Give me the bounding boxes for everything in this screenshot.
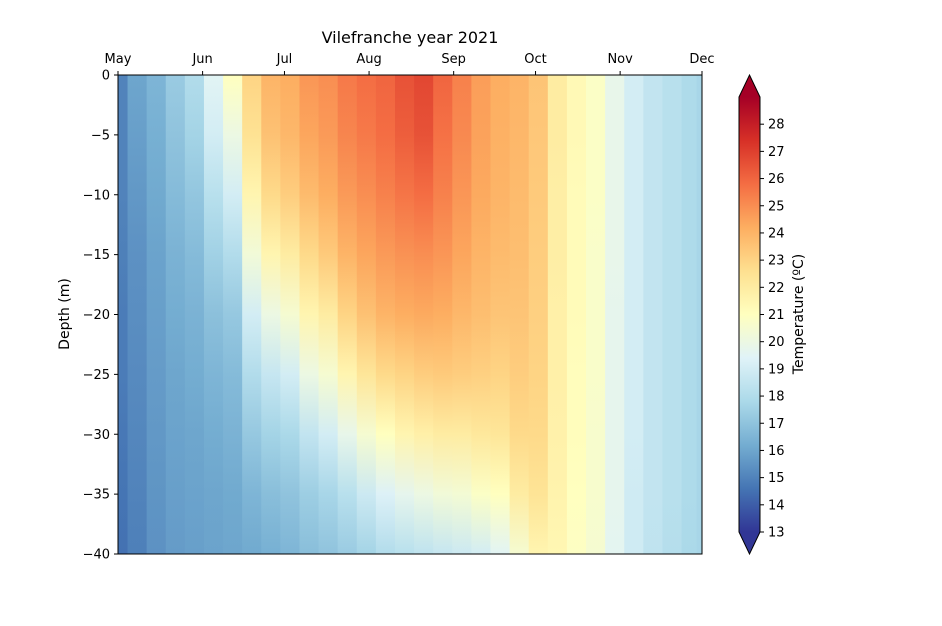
heatmap-column-2021-11-20 bbox=[662, 75, 683, 554]
heatmap-column-2021-06-12 bbox=[223, 75, 243, 554]
heatmap-column-2021-10-16 bbox=[566, 75, 587, 554]
y-tick-label: −5 bbox=[91, 128, 110, 143]
colorbar-tick-label: 19 bbox=[768, 362, 785, 377]
x-axis: May Jun Jul Aug Sep Oct Nov Dec bbox=[105, 52, 715, 75]
colorbar: 13 14 15 16 17 18 19 20 21 22 23 24 25 26 27 28 bbox=[738, 73, 785, 556]
y-axis-label: Depth (m) bbox=[57, 278, 73, 350]
heatmap-column-2021-09-04 bbox=[452, 75, 473, 554]
colorbar-tick-label: 25 bbox=[768, 199, 785, 214]
x-tick-label: Dec bbox=[689, 52, 714, 67]
heatmap-column-2021-06-19 bbox=[242, 75, 262, 554]
heatmap-column-2021-05-15 bbox=[146, 75, 167, 554]
heatmap-column-2021-05-29 bbox=[184, 75, 205, 554]
heatmap-column-2021-09-25 bbox=[509, 75, 530, 554]
heatmap-column-2021-08-28 bbox=[433, 75, 453, 554]
colorbar-tick-label: 16 bbox=[768, 444, 785, 459]
y-tick-label: −25 bbox=[83, 368, 110, 383]
colorbar-tick-label: 24 bbox=[768, 226, 785, 241]
heatmap-column-2021-11-13 bbox=[643, 75, 664, 554]
y-tick-label: −40 bbox=[83, 548, 110, 563]
heatmap-column-2021-07-24 bbox=[337, 75, 358, 554]
colorbar-tick-label: 23 bbox=[768, 254, 785, 269]
y-axis: 0 −5 −10 −15 −20 −25 −30 −35 −40 bbox=[83, 69, 118, 563]
colorbar-tick-label: 28 bbox=[768, 118, 785, 133]
heatmap-column-2021-06-26 bbox=[261, 75, 281, 554]
chart-title: Vilefranche year 2021 bbox=[322, 28, 499, 47]
heatmap-column-2021-05-01 bbox=[118, 75, 129, 554]
x-tick-label: Jun bbox=[191, 52, 212, 67]
heatmap-column-2021-07-31 bbox=[356, 75, 377, 554]
heatmap-column-2021-05-22 bbox=[165, 75, 186, 554]
colorbar-outline bbox=[738, 73, 761, 556]
x-tick-label: Jul bbox=[276, 52, 293, 67]
heatmap-column-2021-07-03 bbox=[280, 75, 301, 554]
colorbar-tick-label: 13 bbox=[768, 526, 785, 541]
y-tick-label: 0 bbox=[102, 69, 110, 84]
colorbar-tick-label: 21 bbox=[768, 308, 785, 323]
heatmap-column-2021-10-02 bbox=[528, 75, 549, 554]
colorbar-label: Temperature (ºC) bbox=[791, 254, 807, 375]
y-tick-label: −20 bbox=[83, 308, 110, 323]
heatmap-column-2021-10-30 bbox=[605, 75, 625, 554]
heatmap-column-2021-12-01 bbox=[696, 75, 702, 554]
colorbar-tick-label: 26 bbox=[768, 172, 785, 187]
colorbar-tick-label: 20 bbox=[768, 335, 785, 350]
heatmap-column-2021-07-10 bbox=[299, 75, 320, 554]
heatmap-column-2021-10-23 bbox=[586, 75, 606, 554]
colorbar-extend-max bbox=[739, 75, 760, 97]
heatmap-column-2021-06-05 bbox=[203, 75, 224, 554]
colorbar-tick-label: 14 bbox=[768, 498, 785, 513]
y-tick-label: −30 bbox=[83, 428, 110, 443]
heatmap-layer bbox=[118, 75, 702, 554]
x-tick-label: Oct bbox=[524, 52, 546, 67]
heatmap-column-2021-07-17 bbox=[318, 75, 339, 554]
x-tick-label: May bbox=[105, 52, 132, 67]
heatmap-column-2021-11-06 bbox=[624, 75, 644, 554]
heatmap-column-2021-11-27 bbox=[681, 75, 698, 554]
y-tick-label: −35 bbox=[83, 488, 110, 503]
x-tick-label: Aug bbox=[356, 52, 381, 67]
colorbar-tick-label: 27 bbox=[768, 145, 785, 160]
colorbar-tick-label: 18 bbox=[768, 390, 785, 405]
x-tick-label: Nov bbox=[607, 52, 633, 67]
heatmap-column-2021-09-18 bbox=[490, 75, 511, 554]
colorbar-gradient bbox=[739, 97, 760, 532]
heatmap-column-2021-08-14 bbox=[394, 75, 415, 554]
colorbar-extend-min bbox=[739, 532, 760, 554]
heatmap-column-2021-05-08 bbox=[127, 75, 148, 554]
heatmap-column-2021-08-07 bbox=[375, 75, 396, 554]
colorbar-tick-label: 17 bbox=[768, 417, 785, 432]
colorbar-tick-label: 22 bbox=[768, 281, 785, 296]
heatmap-column-2021-09-11 bbox=[471, 75, 492, 554]
y-tick-label: −15 bbox=[83, 248, 110, 263]
heatmap-column-2021-08-21 bbox=[414, 75, 434, 554]
colorbar-tick-label: 15 bbox=[768, 471, 785, 486]
heatmap-column-2021-10-09 bbox=[547, 75, 568, 554]
y-tick-label: −10 bbox=[83, 188, 110, 203]
x-tick-label: Sep bbox=[441, 52, 466, 67]
